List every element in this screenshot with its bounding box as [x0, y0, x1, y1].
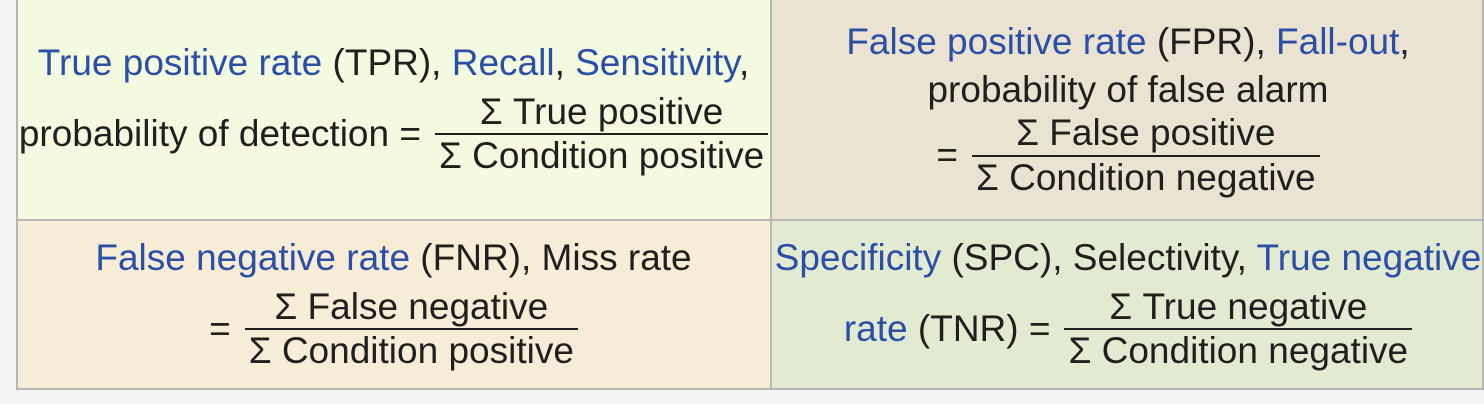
cell-false-positive-rate: False positive rate (FPR), Fall-out, pro…	[772, 0, 1484, 220]
spc-numerator: Σ True negative	[1109, 285, 1368, 327]
tpr-formula-prefix: probability of detection =	[18, 112, 421, 154]
link-recall[interactable]: Recall	[451, 42, 555, 84]
fnr-denominator: Σ Condition positive	[244, 328, 578, 373]
link-false-positive-rate[interactable]: False positive rate	[846, 20, 1147, 62]
cell-specificity: Specificity (SPC), Selectivity, True neg…	[772, 221, 1484, 389]
fpr-formula: = Σ False positive Σ Condition negative	[936, 112, 1320, 200]
spc-title-line: Specificity (SPC), Selectivity, True neg…	[775, 237, 1482, 280]
spc-fraction: Σ True negative Σ Condition negative	[1064, 285, 1413, 373]
link-sensitivity[interactable]: Sensitivity	[575, 42, 739, 84]
tpr-formula: probability of detection = Σ True positi…	[18, 90, 769, 178]
fpr-abbr: (FPR),	[1146, 20, 1277, 62]
fnr-fraction: Σ False negative Σ Condition positive	[244, 285, 578, 373]
fnr-abbr: (FNR), Miss rate	[410, 237, 692, 279]
cell-true-positive-rate: True positive rate (TPR), Recall, Sensit…	[16, 0, 771, 220]
tpr-sep-1: ,	[554, 42, 576, 84]
table-border-right	[1482, 0, 1484, 390]
fpr-formula-prefix: =	[936, 134, 958, 176]
table-divider-vertical	[770, 0, 772, 390]
fpr-sep-1: ,	[1399, 20, 1410, 62]
tpr-title-line: True positive rate (TPR), Recall, Sensit…	[38, 42, 749, 85]
tpr-fraction: Σ True positive Σ Condition positive	[434, 90, 769, 178]
tpr-numerator: Σ True positive	[479, 90, 724, 132]
fnr-numerator: Σ False negative	[274, 285, 549, 327]
spc-formula: rate (TNR) = Σ True negative Σ Condition…	[844, 285, 1413, 373]
fpr-subtitle: probability of false alarm	[927, 69, 1329, 111]
fnr-formula: = Σ False negative Σ Condition positive	[209, 286, 578, 373]
fpr-title-line: False positive rate (FPR), Fall-out,	[846, 21, 1409, 64]
table-border-left	[16, 0, 18, 390]
spc-denominator: Σ Condition negative	[1064, 328, 1413, 373]
table-border-bottom	[16, 388, 1484, 390]
link-true-positive-rate[interactable]: True positive rate	[37, 42, 323, 84]
confusion-metrics-table: True positive rate (TPR), Recall, Sensit…	[16, 0, 1484, 390]
cell-false-negative-rate: False negative rate (FNR), Miss rate = Σ…	[16, 221, 771, 389]
link-specificity[interactable]: Specificity	[774, 237, 942, 279]
spc-abbr-2: (TNR) =	[907, 307, 1051, 349]
fpr-fraction: Σ False positive Σ Condition negative	[971, 112, 1320, 200]
link-rate[interactable]: rate	[843, 307, 908, 349]
spc-formula-prefix-wrap: rate (TNR) =	[844, 308, 1051, 351]
spc-abbr: (SPC), Selectivity,	[941, 237, 1257, 279]
fpr-denominator: Σ Condition negative	[971, 154, 1320, 200]
link-true-negative[interactable]: True negative	[1256, 237, 1482, 279]
tpr-abbr: (TPR),	[322, 42, 452, 84]
tpr-sep-2: ,	[738, 42, 750, 84]
link-fall-out[interactable]: Fall-out	[1276, 20, 1400, 62]
link-false-negative-rate[interactable]: False negative rate	[95, 237, 411, 279]
tpr-denominator: Σ Condition positive	[434, 133, 769, 178]
table-divider-horizontal	[16, 219, 1484, 221]
fnr-title-line: False negative rate (FNR), Miss rate	[95, 237, 691, 280]
fnr-formula-prefix: =	[209, 307, 231, 349]
fpr-numerator: Σ False positive	[1016, 112, 1276, 153]
